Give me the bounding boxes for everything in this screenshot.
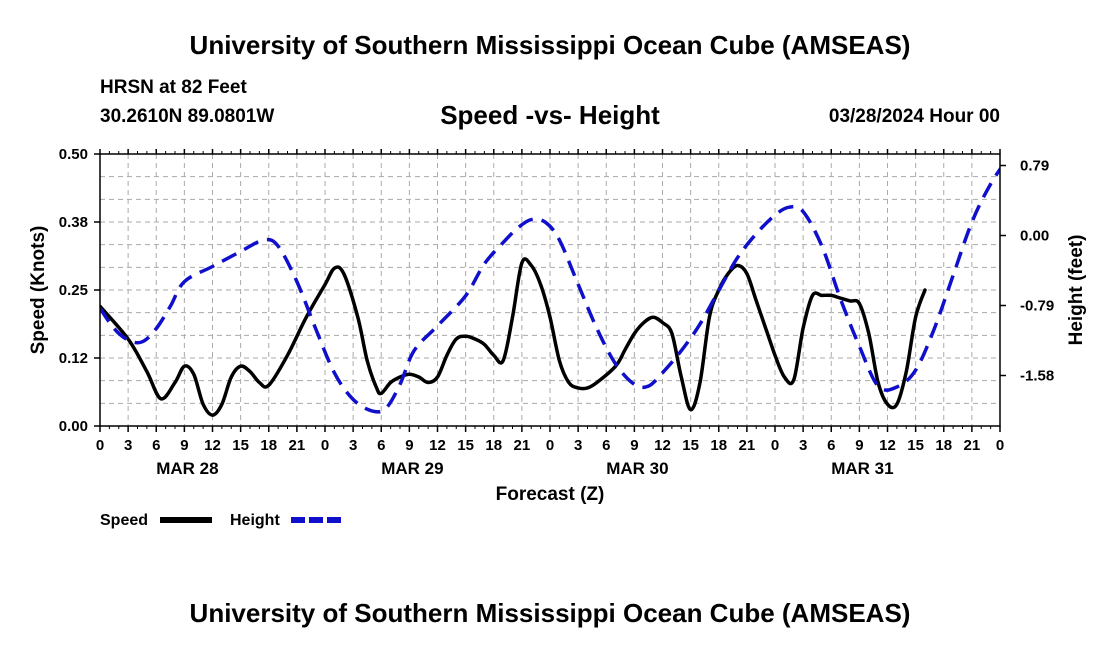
x-tick-label: 18 — [260, 437, 277, 454]
speed-series-line — [100, 257, 927, 417]
x-tick-label: 3 — [124, 437, 132, 454]
y-right-tick-label: 0.00 — [1020, 228, 1049, 245]
series-layer — [100, 166, 1000, 417]
x-tick-label: 18 — [710, 437, 727, 454]
x-tick-label: 6 — [827, 437, 835, 454]
x-tick-label: 15 — [682, 437, 699, 454]
series-group — [100, 166, 1000, 417]
x-tick-label: 9 — [180, 437, 188, 454]
footer-title: University of Southern Mississippi Ocean… — [189, 598, 911, 628]
legend: Speed Height — [100, 512, 343, 529]
x-tick-label: 18 — [935, 437, 952, 454]
x-tick-label: 3 — [799, 437, 807, 454]
label-layer: 0 3 6 9 12 15 18 21 0 3 6 9 12 15 18 21 0 3 6 9 12 15 18 21 0 3 6 9… — [28, 146, 1087, 505]
y-left-tick-label: 0.00 — [59, 418, 88, 435]
x-tick-label: 0 — [771, 437, 779, 454]
chart-subtitle: Speed -vs- Height — [440, 100, 660, 130]
x-tick-label: 0 — [996, 437, 1004, 454]
y-right-tick-label: -1.58 — [1020, 367, 1054, 384]
x-tick-label: 15 — [907, 437, 924, 454]
x-tick-label: 15 — [457, 437, 474, 454]
x-tick-label: 9 — [855, 437, 863, 454]
legend-height-label: Height — [230, 512, 280, 529]
y-right-tick-label: 0.79 — [1020, 158, 1049, 175]
x-tick-label: 0 — [321, 437, 329, 454]
x-day-label: MAR 28 — [156, 459, 218, 478]
x-tick-label: 12 — [654, 437, 671, 454]
x-day-label: MAR 29 — [381, 459, 443, 478]
x-tick-label: 21 — [514, 437, 531, 454]
grid-layer — [100, 154, 1000, 426]
y-left-axis-title: Speed (Knots) — [28, 226, 49, 355]
x-tick-label: 18 — [485, 437, 502, 454]
station-label: HRSN at 82 Feet — [100, 77, 247, 98]
y-left-tick-label: 0.50 — [59, 146, 88, 163]
x-tick-label: 3 — [574, 437, 582, 454]
axis-layer — [94, 149, 1006, 432]
forecast-datetime: 03/28/2024 Hour 00 — [828, 106, 1000, 127]
x-tick-label: 9 — [630, 437, 638, 454]
main-title: University of Southern Mississippi Ocean… — [189, 30, 911, 60]
x-tick-label: 9 — [405, 437, 413, 454]
x-tick-label: 3 — [349, 437, 357, 454]
x-day-label: MAR 31 — [831, 459, 893, 478]
x-tick-label: 0 — [96, 437, 104, 454]
x-tick-label: 21 — [289, 437, 306, 454]
x-axis-title: Forecast (Z) — [496, 484, 605, 505]
x-tick-label: 6 — [377, 437, 385, 454]
y-right-axis-title: Height (feet) — [1066, 235, 1087, 346]
x-tick-label: 15 — [232, 437, 249, 454]
y-left-tick-label: 0.12 — [59, 350, 88, 367]
legend-speed-label: Speed — [100, 512, 148, 529]
x-tick-label: 12 — [204, 437, 221, 454]
y-left-tick-label: 0.25 — [59, 282, 88, 299]
y-right-tick-label: -0.79 — [1020, 298, 1054, 315]
x-tick-label: 0 — [546, 437, 554, 454]
x-day-label: MAR 30 — [606, 459, 668, 478]
x-tick-label: 12 — [879, 437, 896, 454]
y-left-tick-label: 0.38 — [59, 214, 88, 231]
x-tick-label: 21 — [964, 437, 981, 454]
height-series-line — [100, 166, 1000, 414]
plot-frame — [99, 153, 1001, 427]
x-tick-label: 21 — [739, 437, 756, 454]
x-tick-label: 6 — [602, 437, 610, 454]
x-tick-label: 12 — [429, 437, 446, 454]
x-tick-label: 6 — [152, 437, 160, 454]
coordinates-label: 30.2610N 89.0801W — [100, 106, 275, 127]
